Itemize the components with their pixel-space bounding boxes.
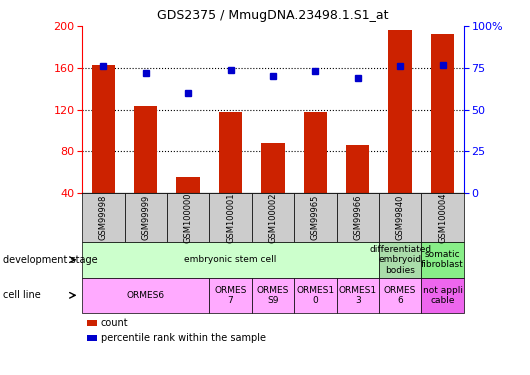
Bar [388, 30, 412, 193]
Text: ORMES
S9: ORMES S9 [257, 286, 289, 305]
Text: GSM99965: GSM99965 [311, 195, 320, 240]
Text: count: count [101, 318, 128, 328]
Text: development stage: development stage [3, 255, 98, 265]
Text: GSM99998: GSM99998 [99, 195, 108, 240]
Bar [304, 112, 327, 193]
Bar [431, 33, 454, 193]
Bar [134, 105, 157, 193]
Text: not appli
cable: not appli cable [422, 286, 463, 305]
Text: GSM99966: GSM99966 [354, 195, 362, 240]
Text: GSM100001: GSM100001 [226, 192, 235, 243]
Bar [92, 65, 115, 193]
Text: GSM99840: GSM99840 [396, 195, 404, 240]
Bar [261, 143, 285, 193]
Text: percentile rank within the sample: percentile rank within the sample [101, 333, 266, 344]
Bar [346, 145, 369, 193]
Text: GSM100004: GSM100004 [438, 192, 447, 243]
Text: somatic
fibroblast: somatic fibroblast [421, 250, 464, 269]
Text: GSM100002: GSM100002 [269, 192, 277, 243]
Text: differentiated
embryoid
bodies: differentiated embryoid bodies [369, 245, 431, 274]
Bar [176, 177, 200, 193]
Text: GSM100000: GSM100000 [184, 192, 192, 243]
Text: GSM99999: GSM99999 [142, 195, 150, 240]
Text: ORMES1
3: ORMES1 3 [339, 286, 377, 305]
Text: ORMES1
0: ORMES1 0 [296, 286, 334, 305]
Title: GDS2375 / MmugDNA.23498.1.S1_at: GDS2375 / MmugDNA.23498.1.S1_at [157, 9, 388, 22]
Text: ORMES6: ORMES6 [127, 291, 165, 300]
Text: ORMES
6: ORMES 6 [384, 286, 417, 305]
Text: cell line: cell line [3, 290, 40, 300]
Text: ORMES
7: ORMES 7 [214, 286, 247, 305]
Text: embryonic stem cell: embryonic stem cell [184, 255, 277, 264]
Bar [219, 112, 242, 193]
